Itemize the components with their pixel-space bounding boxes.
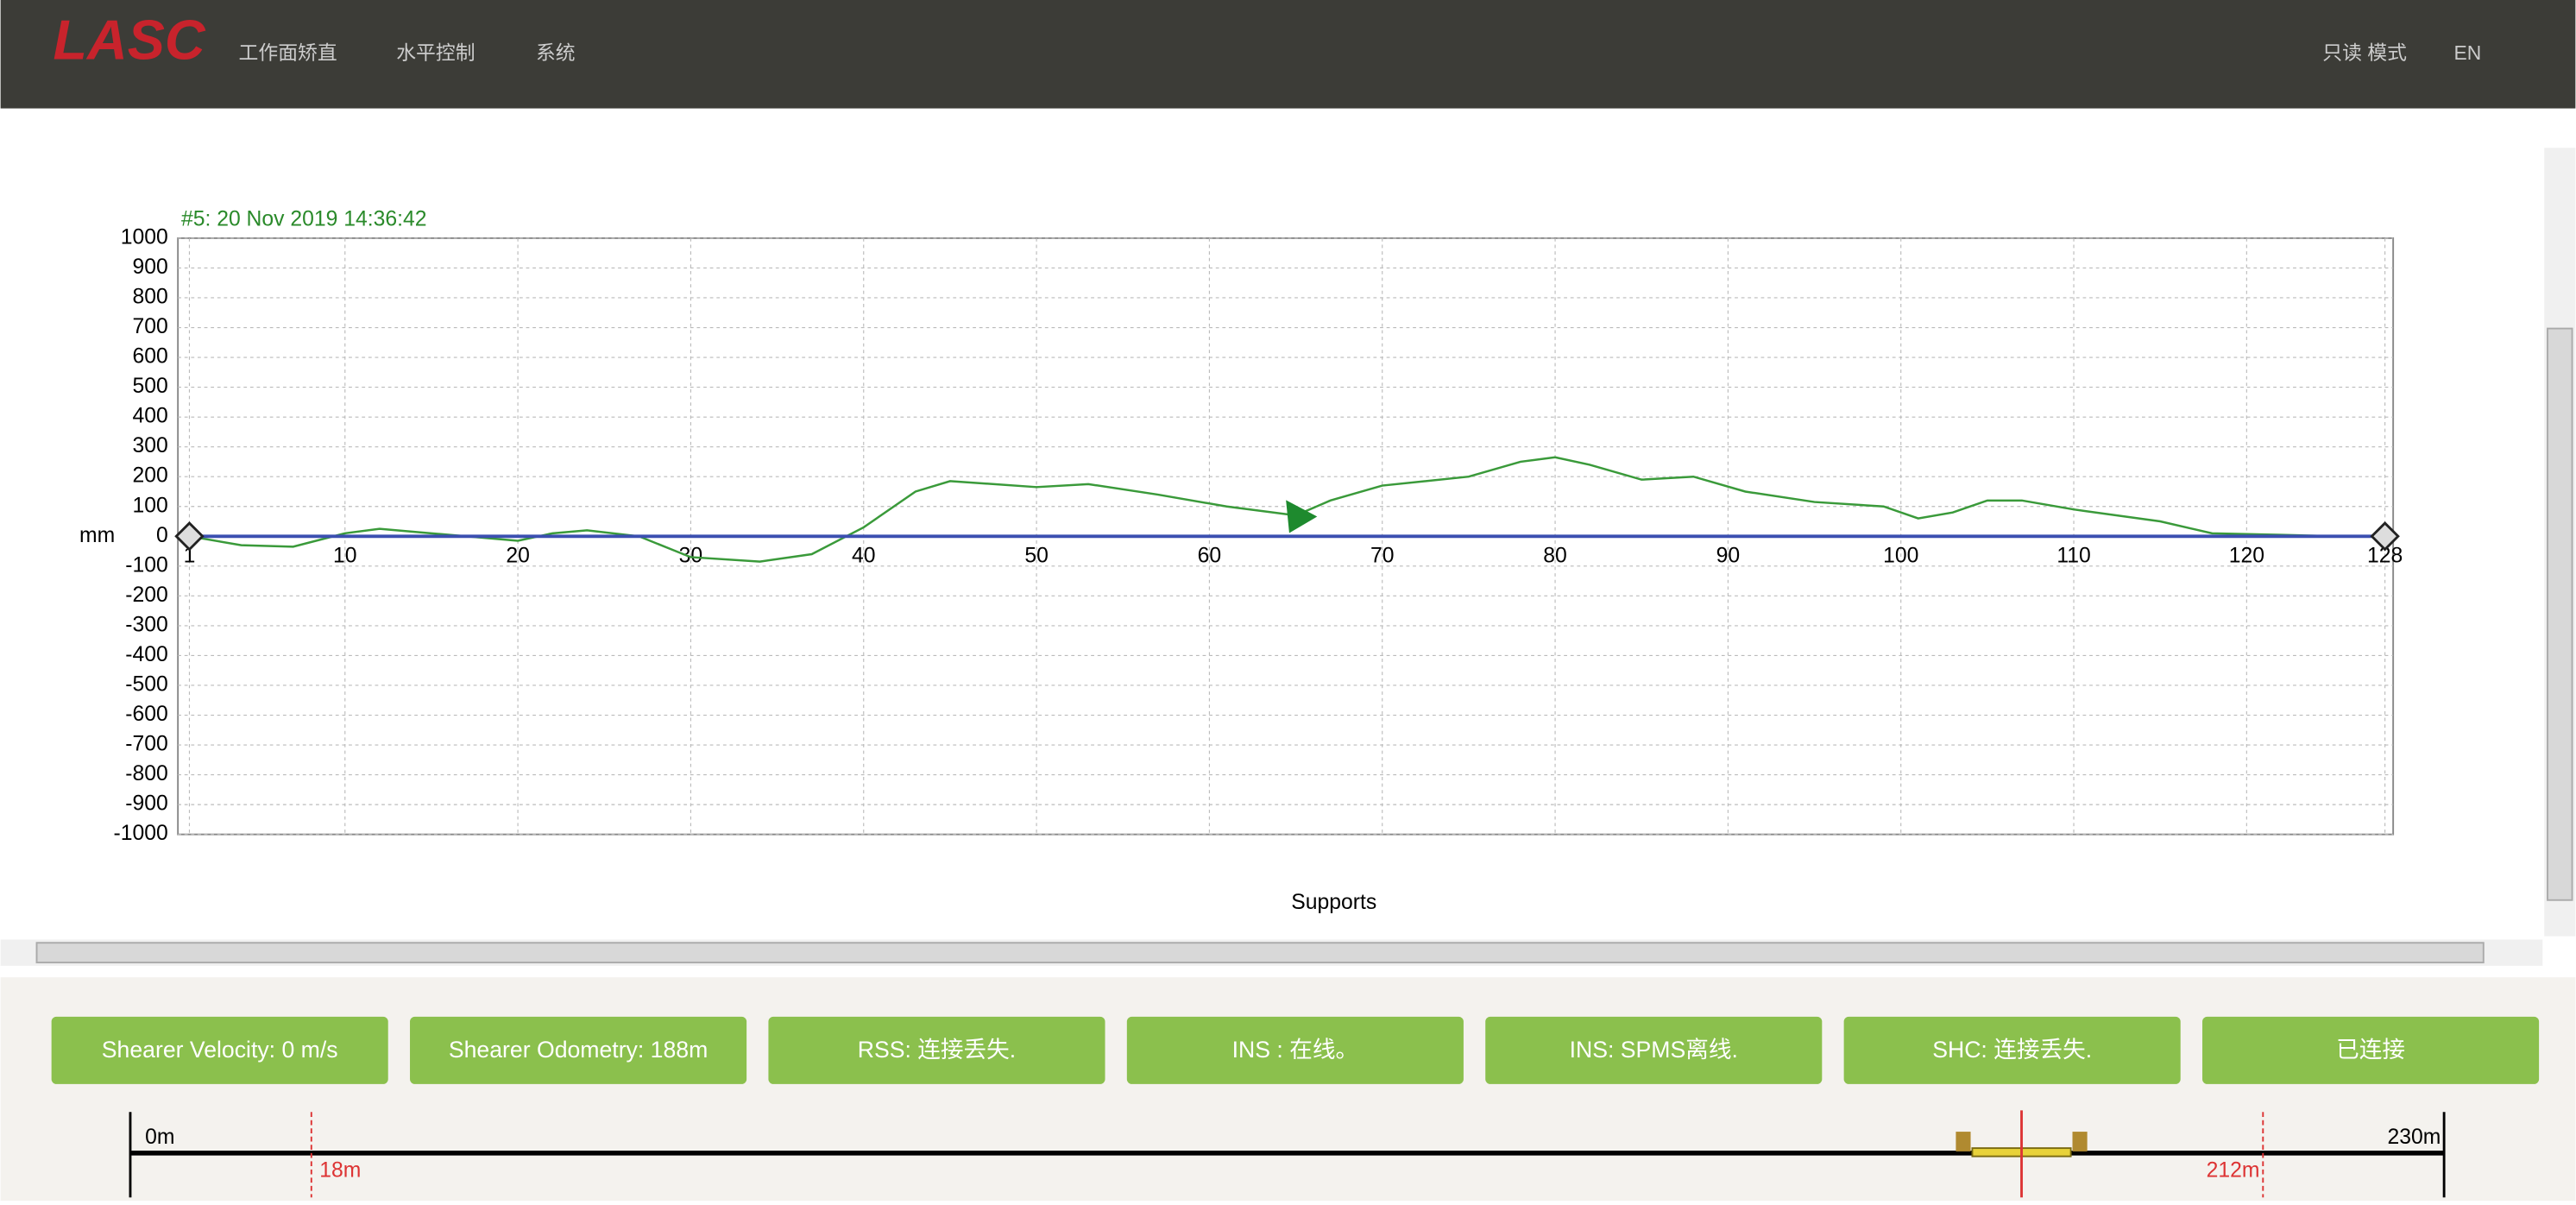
- y-axis-label: mm: [79, 524, 115, 547]
- end-marker[interactable]: [174, 521, 205, 552]
- status-button[interactable]: [768, 1016, 1105, 1084]
- x-tick-label: 20: [506, 545, 530, 568]
- range-label: 0m: [145, 1126, 174, 1149]
- y-tick-label: -800: [125, 762, 167, 785]
- status-label: Shearer Velocity: 0 m/s: [102, 1037, 338, 1063]
- nav-menu[interactable]: 水平控制: [396, 41, 475, 64]
- footer-panel: [0, 977, 2576, 1201]
- status-label: Shearer Odometry: 188m: [449, 1037, 708, 1063]
- nav-menu[interactable]: 系统: [536, 41, 576, 64]
- y-tick-label: -100: [125, 553, 167, 577]
- y-tick-label: -900: [125, 792, 167, 816]
- x-tick-label: 110: [2056, 545, 2090, 568]
- y-tick-label: -200: [125, 584, 167, 607]
- y-tick-label: 600: [132, 345, 167, 369]
- x-tick-label: 30: [679, 545, 703, 568]
- y-tick-label: -400: [125, 643, 167, 666]
- limit-label: 212m: [2207, 1158, 2260, 1182]
- status-button[interactable]: [410, 1016, 747, 1084]
- y-tick-label: -300: [125, 613, 167, 636]
- y-tick-label: -700: [125, 733, 167, 756]
- range-label: 230m: [2387, 1126, 2441, 1149]
- y-tick-label: 900: [132, 256, 167, 279]
- h-scroll-thumb[interactable]: [35, 942, 2485, 964]
- status-button[interactable]: [2202, 1016, 2540, 1084]
- y-tick-label: 100: [132, 494, 167, 517]
- y-tick-label: 300: [132, 434, 167, 457]
- x-tick-label: 80: [1543, 545, 1567, 568]
- status-label: RSS: 连接丢失.: [858, 1037, 1016, 1063]
- chart-title: #5: 20 Nov 2019 14:36:42: [181, 208, 427, 231]
- x-tick-label: 1: [184, 545, 196, 568]
- y-tick-label: 800: [132, 286, 167, 309]
- y-tick-label: 400: [132, 405, 167, 428]
- status-button[interactable]: [1485, 1016, 1823, 1084]
- x-tick-label: 40: [852, 545, 876, 568]
- status-label: SHC: 连接丢失.: [1932, 1037, 2092, 1063]
- x-tick-label: 70: [1370, 545, 1395, 568]
- shearer-drum: [2072, 1132, 2088, 1151]
- status-label: INS : 在线。: [1232, 1037, 1358, 1063]
- series-line: [189, 456, 2385, 563]
- x-tick-label: 90: [1716, 545, 1741, 568]
- y-tick-label: 700: [132, 315, 167, 338]
- logo: LASC: [54, 8, 206, 71]
- x-tick-label: 50: [1024, 545, 1049, 568]
- y-tick-label: 0: [156, 524, 168, 547]
- x-tick-label: 120: [2229, 545, 2264, 568]
- nav-menu[interactable]: 工作面矫直: [239, 41, 337, 64]
- x-tick-label: 100: [1883, 545, 1918, 568]
- shearer-drum: [1956, 1132, 1971, 1151]
- limit-label: 18m: [319, 1158, 361, 1182]
- status-label: INS: SPMS离线.: [1570, 1037, 1738, 1063]
- status-label: 已连接: [2336, 1037, 2405, 1063]
- x-tick-label: 10: [333, 545, 357, 568]
- y-tick-label: -1000: [114, 822, 168, 845]
- x-axis-label: Supports: [1291, 891, 1376, 914]
- status-button[interactable]: [51, 1016, 388, 1084]
- shearer-marker: [1286, 500, 1318, 533]
- y-tick-label: 500: [132, 375, 167, 398]
- y-tick-label: -600: [125, 703, 167, 726]
- status-button[interactable]: [1843, 1016, 2181, 1084]
- navbar: [0, 0, 2576, 109]
- status-button[interactable]: [1126, 1016, 1464, 1084]
- nav-right[interactable]: 只读 模式: [2322, 41, 2407, 64]
- v-scroll-thumb[interactable]: [2547, 327, 2573, 901]
- nav-right[interactable]: EN: [2454, 41, 2482, 64]
- y-tick-label: 1000: [121, 225, 168, 249]
- y-tick-label: -500: [125, 673, 167, 697]
- end-marker[interactable]: [2370, 521, 2400, 552]
- y-tick-label: 200: [132, 464, 167, 488]
- x-tick-label: 60: [1198, 545, 1222, 568]
